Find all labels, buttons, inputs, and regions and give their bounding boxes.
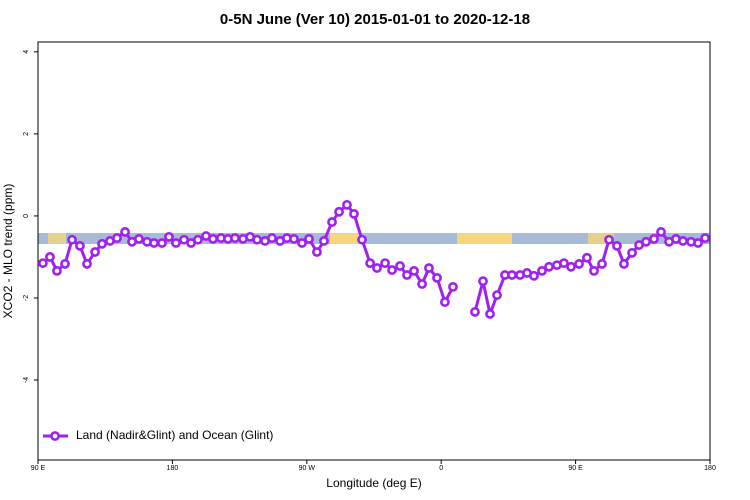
data-point <box>45 252 55 262</box>
data-point <box>52 265 62 276</box>
data-point <box>678 236 688 246</box>
series-line <box>41 202 706 320</box>
data-point <box>312 247 322 257</box>
data-point <box>252 234 262 245</box>
y-axis-label: XCO2 - MLO trend (ppm) <box>1 184 15 319</box>
data-point <box>97 238 107 249</box>
chart-title: 0-5N June (Ver 10) 2015-01-01 to 2020-12… <box>220 11 530 28</box>
data-point <box>171 238 181 248</box>
data-point <box>60 259 70 269</box>
data-point <box>164 231 174 242</box>
data-point <box>582 252 592 263</box>
data-point <box>409 265 419 276</box>
data-point <box>470 307 480 317</box>
data-point <box>365 258 376 269</box>
data-point <box>304 233 314 244</box>
data-point <box>619 259 629 269</box>
data-point <box>656 227 666 237</box>
data-point <box>604 234 614 245</box>
data-point <box>297 238 307 248</box>
x-tick-label: 180 <box>704 465 716 472</box>
data-point <box>112 233 122 243</box>
plot-frame <box>37 41 711 461</box>
data-point <box>537 265 547 276</box>
data-point <box>612 240 622 251</box>
x-tick-label: 90 E <box>31 465 46 472</box>
legend-marker <box>50 431 60 441</box>
data-point <box>432 272 442 283</box>
data-point <box>627 247 637 258</box>
y-tick-label: 0 <box>23 214 30 218</box>
data-point <box>289 233 299 244</box>
y-tick-label: 2 <box>23 132 30 136</box>
data-point <box>395 261 405 271</box>
legend-label: Land (Nadir&Glint) and Ocean (Glint) <box>76 428 273 442</box>
x-tick-label: 90 E <box>568 465 583 472</box>
data-point <box>507 270 517 280</box>
data-point <box>440 297 450 307</box>
data-point <box>485 309 495 319</box>
data-point <box>75 240 85 251</box>
data-point <box>82 259 92 269</box>
data-point <box>492 290 502 300</box>
data-point <box>387 265 397 275</box>
x-tick-label: 90 W <box>299 465 316 472</box>
data-point <box>327 217 337 227</box>
data-point <box>120 227 130 237</box>
data-point <box>693 238 703 248</box>
data-point <box>334 206 344 217</box>
data-point <box>134 233 144 244</box>
x-tick-label: 0 <box>439 465 443 472</box>
data-point <box>597 259 607 269</box>
surface-strip <box>38 233 710 244</box>
data-point <box>67 234 77 245</box>
data-point <box>319 236 329 246</box>
x-axis-label: Longitude (deg E) <box>326 476 421 490</box>
data-point <box>424 263 434 273</box>
data-point <box>342 199 352 210</box>
y-tick-label: -4 <box>23 377 30 383</box>
data-point <box>230 233 240 243</box>
data-point <box>380 258 390 269</box>
data-point <box>566 261 576 272</box>
data-point <box>417 279 427 289</box>
data-point <box>349 208 359 219</box>
data-point <box>589 265 599 276</box>
data-point <box>641 236 651 247</box>
y-tick-label: -2 <box>23 295 30 301</box>
data-point <box>574 259 584 269</box>
data-point <box>559 258 569 269</box>
data-point <box>372 263 382 273</box>
data-point <box>448 281 458 292</box>
data-point <box>193 234 203 245</box>
data-point <box>544 261 554 272</box>
data-point <box>90 247 100 257</box>
data-point <box>149 238 159 248</box>
y-tick-label: 4 <box>23 50 30 54</box>
data-point <box>208 233 218 244</box>
data-point <box>402 270 412 280</box>
data-point <box>267 233 277 243</box>
data-point <box>157 238 167 248</box>
data-point <box>478 276 488 287</box>
data-point <box>649 233 659 244</box>
data-point <box>529 270 539 281</box>
data-point <box>38 258 48 269</box>
data-point <box>357 234 367 245</box>
data-point <box>700 233 710 243</box>
x-tick-label: 180 <box>167 465 179 472</box>
